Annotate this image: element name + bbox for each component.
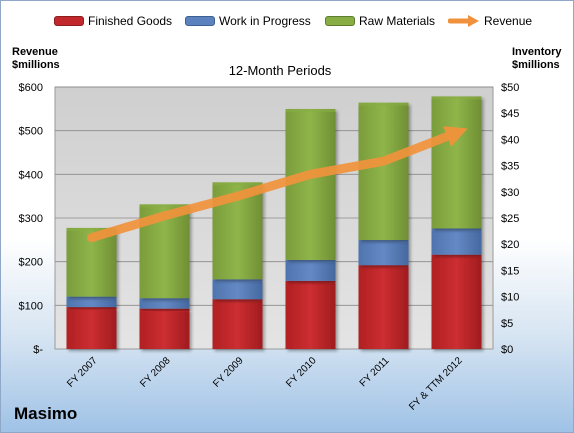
bar-finished-goods <box>285 280 336 349</box>
bar-finished-goods-cap <box>285 280 336 284</box>
bar-work-in-progress-cap <box>212 279 263 283</box>
legend: Finished Goods Work in Progress Raw Mate… <box>0 14 574 34</box>
left-tick-label: $300 <box>19 213 43 225</box>
legend-item-raw-materials: Raw Materials <box>325 14 435 28</box>
bar-raw-materials-cap <box>66 227 117 231</box>
right-axis-title-line2: $millions <box>512 59 560 71</box>
category-label: FY 2010 <box>284 355 319 390</box>
right-tick-label: $45 <box>501 108 519 120</box>
right-tick-label: $50 <box>501 82 519 94</box>
legend-label-revenue: Revenue <box>484 14 533 28</box>
bar-raw-materials <box>358 102 409 241</box>
bar-finished-goods <box>66 307 117 349</box>
bar-work-in-progress <box>66 296 117 308</box>
right-tick-label: $30 <box>501 187 519 199</box>
legend-label-finished-goods: Finished Goods <box>88 14 173 28</box>
category-label: FY 2007 <box>65 355 100 390</box>
bar-finished-goods-cap <box>139 308 190 312</box>
legend-label-raw-materials: Raw Materials <box>359 14 436 28</box>
left-tick-label: $400 <box>19 169 43 181</box>
revenue-arrowhead <box>443 126 468 147</box>
revenue-line <box>87 132 450 243</box>
right-tick-label: $5 <box>501 318 513 330</box>
left-axis-title-line2: $millions <box>12 59 60 71</box>
right-axis-title-line1: Inventory <box>512 46 562 58</box>
bar-work-in-progress <box>358 240 409 266</box>
right-tick-label: $10 <box>501 292 519 304</box>
bar-finished-goods <box>139 308 190 349</box>
bar-work-in-progress-cap <box>139 298 190 302</box>
bar-raw-materials-cap <box>139 204 190 208</box>
legend-swatch-raw-materials <box>325 16 355 26</box>
bar-finished-goods <box>212 299 263 349</box>
bar-finished-goods <box>431 254 482 349</box>
category-label: FY 2008 <box>138 355 173 390</box>
right-tick-label: $20 <box>501 239 519 251</box>
left-tick-label: $- <box>33 344 43 356</box>
bar-finished-goods-cap <box>212 299 263 303</box>
bar-work-in-progress <box>212 279 263 300</box>
category-label: FY & TTM 2012 <box>407 355 465 413</box>
bar-raw-materials-cap <box>212 182 263 186</box>
bar-work-in-progress-cap <box>431 228 482 232</box>
bar-work-in-progress-cap <box>66 296 117 300</box>
left-tick-label: $600 <box>19 82 43 94</box>
left-axis-title: Revenue $millions <box>12 46 60 72</box>
left-axis-title-line1: Revenue <box>12 46 58 58</box>
legend-item-finished-goods: Finished Goods <box>54 14 172 28</box>
legend-swatch-finished-goods <box>54 16 84 26</box>
bar-raw-materials <box>285 109 336 260</box>
bar-work-in-progress <box>285 259 336 281</box>
bar-raw-materials <box>431 96 482 229</box>
bar-finished-goods-cap <box>66 307 117 311</box>
bar-finished-goods <box>358 265 409 349</box>
bar-finished-goods-cap <box>431 254 482 258</box>
category-label: FY 2009 <box>211 355 246 390</box>
bar-work-in-progress <box>139 298 190 309</box>
right-tick-label: $35 <box>501 161 519 173</box>
legend-label-work-in-progress: Work in Progress <box>219 14 311 28</box>
bar-work-in-progress <box>431 228 482 255</box>
bar-work-in-progress-cap <box>285 259 336 263</box>
legend-item-work-in-progress: Work in Progress <box>185 14 311 28</box>
left-tick-label: $500 <box>19 126 43 138</box>
bar-finished-goods-cap <box>358 265 409 269</box>
bar-raw-materials-cap <box>431 96 482 100</box>
left-tick-label: $100 <box>19 300 43 312</box>
right-tick-label: $15 <box>501 265 519 277</box>
right-tick-label: $0 <box>501 344 513 356</box>
left-tick-label: $200 <box>19 257 43 269</box>
right-tick-label: $25 <box>501 213 519 225</box>
legend-item-revenue: Revenue <box>448 14 532 28</box>
legend-arrow-revenue <box>448 15 479 27</box>
category-label: FY 2011 <box>358 355 392 389</box>
right-axis-title: Inventory $millions <box>512 46 562 72</box>
bar-raw-materials-cap <box>358 102 409 106</box>
right-tick-label: $40 <box>501 134 519 146</box>
bar-raw-materials-cap <box>285 109 336 113</box>
company-name: Masimo <box>14 404 78 423</box>
chart-title: 12-Month Periods <box>229 63 332 78</box>
legend-swatch-work-in-progress <box>185 16 215 26</box>
bar-work-in-progress-cap <box>358 240 409 244</box>
